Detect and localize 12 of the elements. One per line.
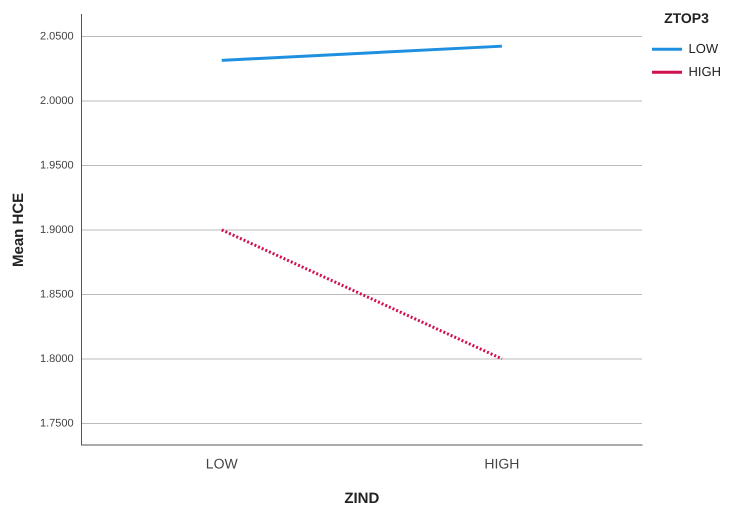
legend-label: HIGH <box>688 64 721 79</box>
y-tick-label: 1.8000 <box>40 352 74 365</box>
x-axis-title: ZIND <box>344 490 380 508</box>
y-tick-label: 2.0500 <box>40 30 74 43</box>
legend-title: ZTOP3 <box>664 10 710 26</box>
legend-label: LOW <box>688 40 719 56</box>
y-tick-label: 1.9500 <box>40 159 74 172</box>
y-tick-label: 2.0000 <box>40 95 74 108</box>
y-tick-label: 1.9000 <box>40 224 74 236</box>
y-axis-title: Mean HCE <box>10 192 28 267</box>
y-tick-label: 1.8500 <box>40 288 74 300</box>
y-tick-label: 1.7500 <box>40 417 74 430</box>
